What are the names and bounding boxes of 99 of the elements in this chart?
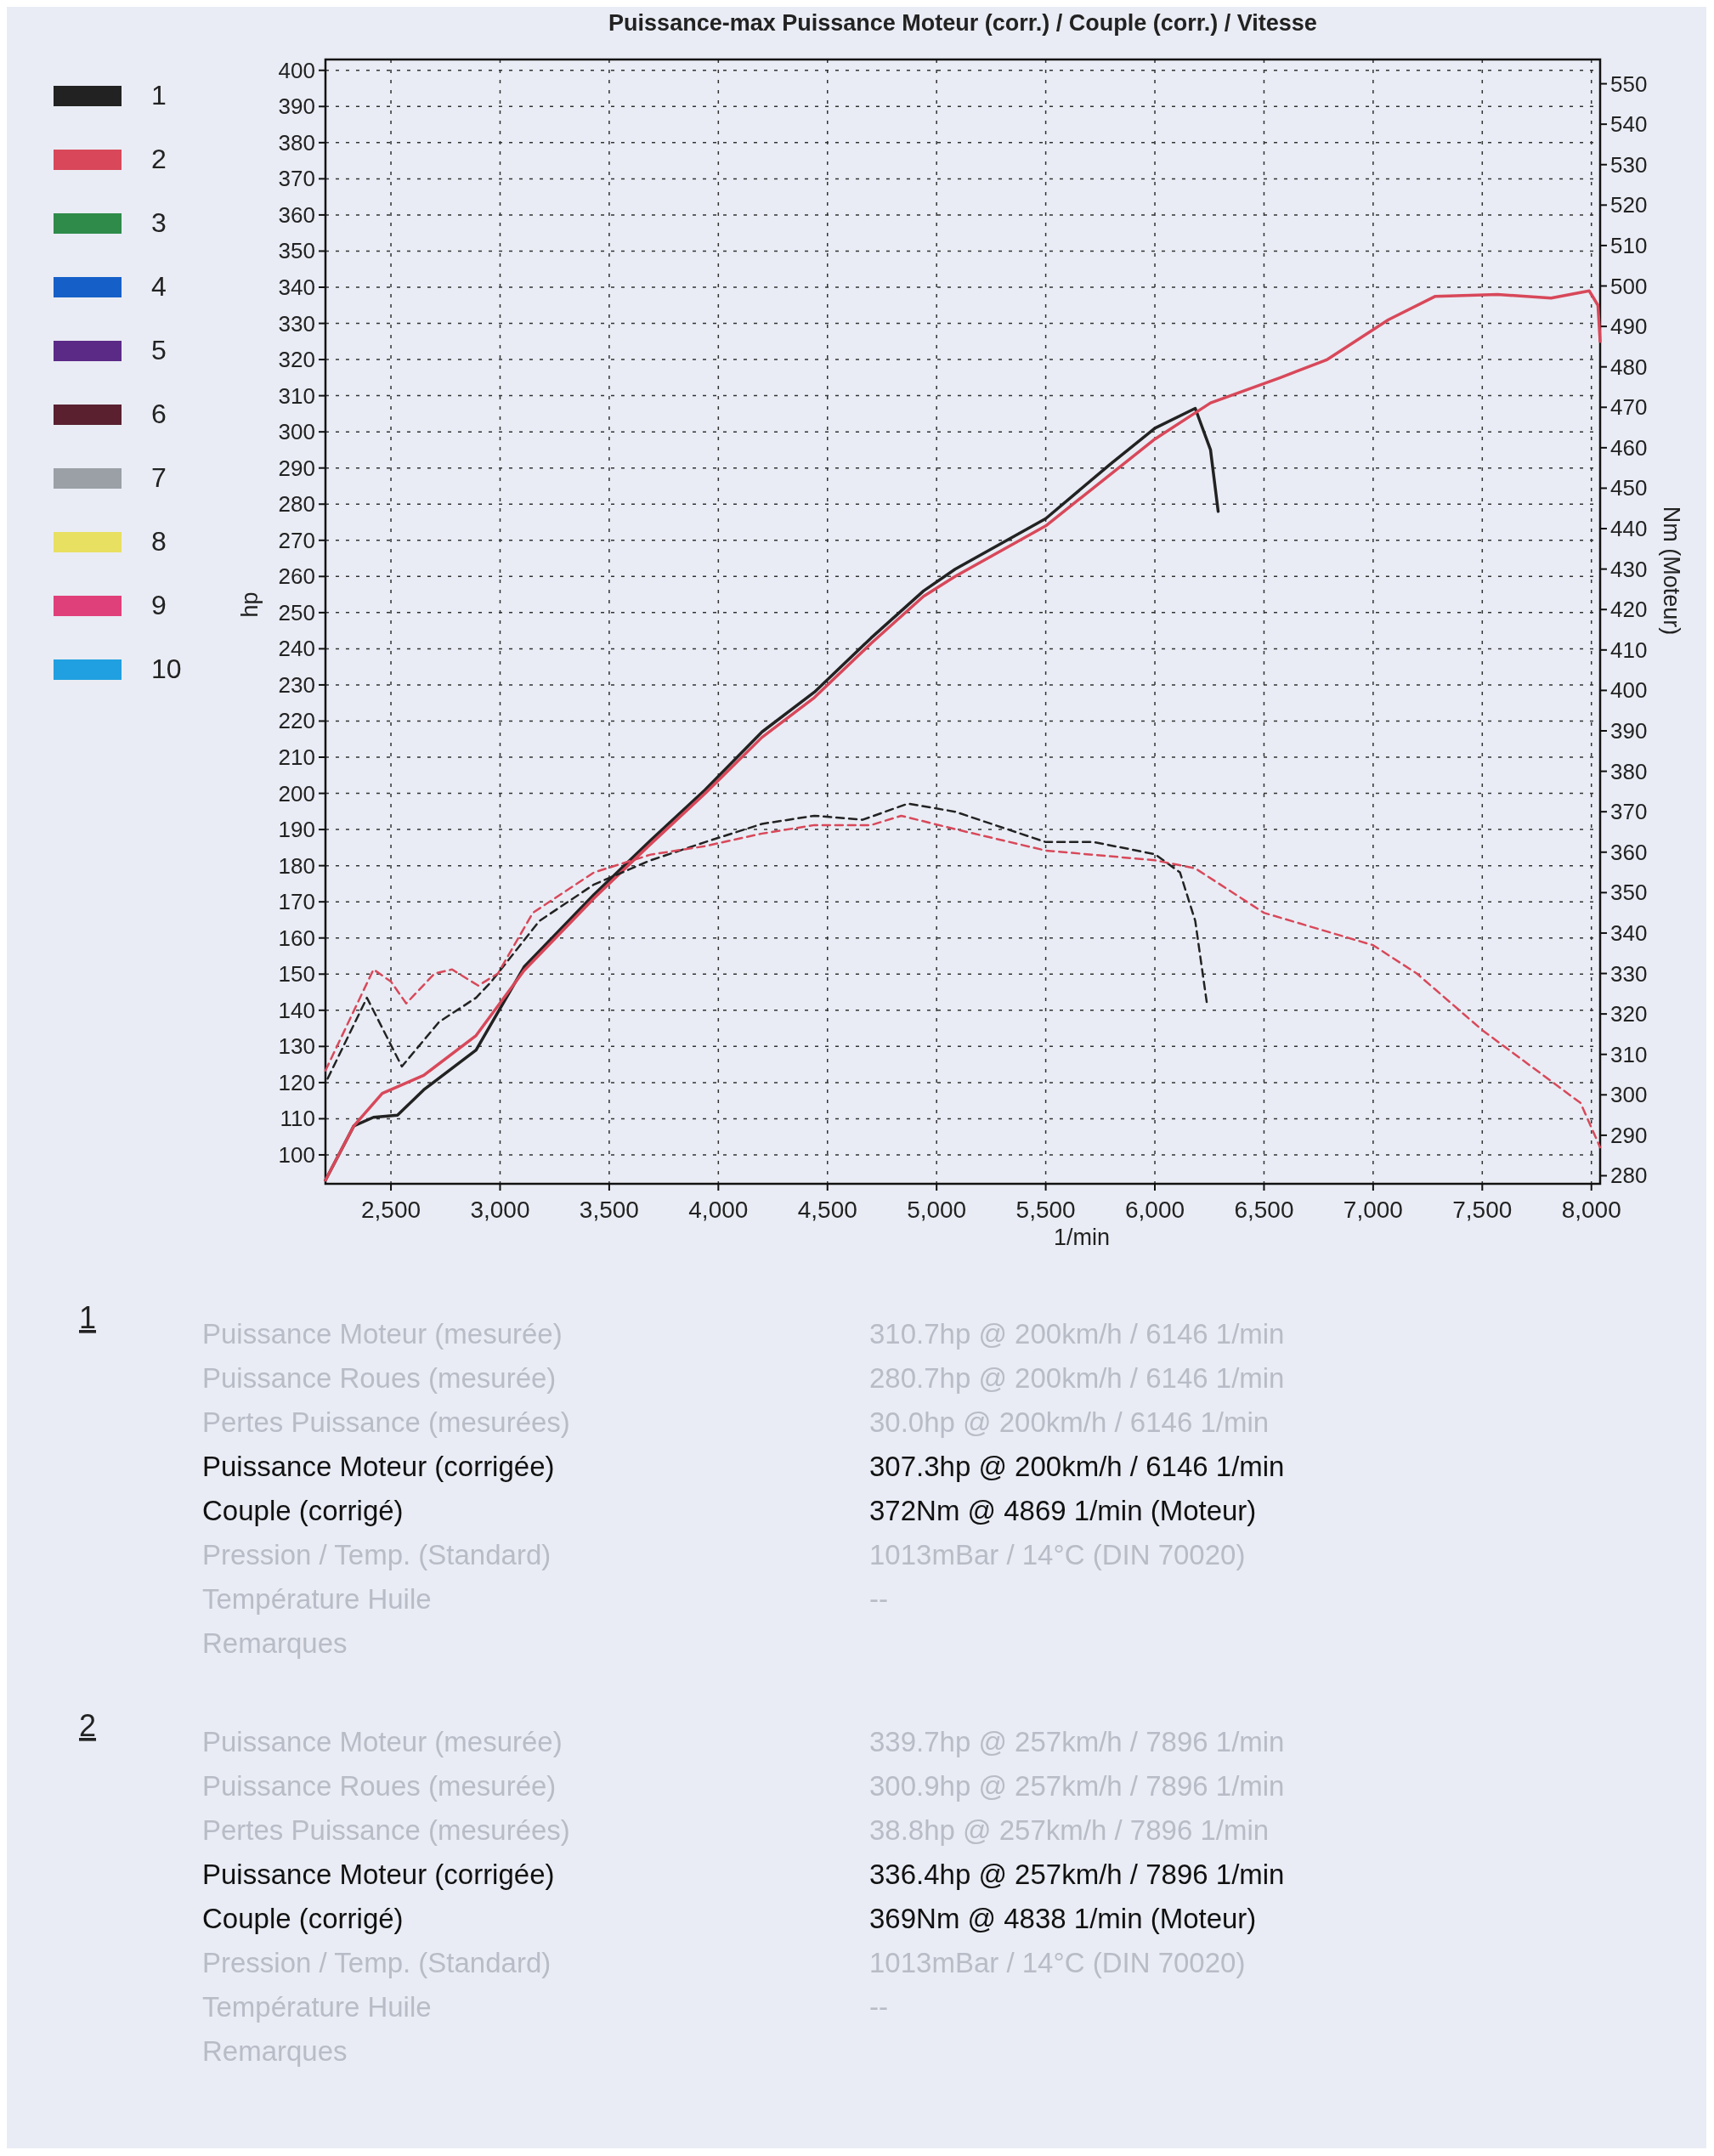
text: 2 bbox=[79, 1708, 97, 1743]
y2-tick-label: 510 bbox=[1610, 232, 1648, 258]
x-tick-label: 6,500 bbox=[1234, 1197, 1294, 1223]
text: 372Nm @ 4869 1/min (Moteur) bbox=[869, 1495, 1257, 1526]
y-tick-label: 400 bbox=[278, 57, 315, 83]
y2-axis-title: Nm (Moteur) bbox=[1659, 506, 1684, 636]
y2-tick-label: 380 bbox=[1610, 758, 1648, 784]
text: -- bbox=[869, 1991, 888, 2023]
y-tick-label: 120 bbox=[278, 1069, 315, 1095]
y2-tick-label: 480 bbox=[1610, 354, 1648, 380]
line-series bbox=[326, 802, 1208, 1080]
legend-label: 5 bbox=[151, 335, 167, 365]
y-axis-title: hp bbox=[237, 591, 263, 618]
y2-tick-label: 530 bbox=[1610, 151, 1648, 178]
y-tick-label: 250 bbox=[278, 599, 315, 625]
y-tick-label: 200 bbox=[278, 780, 315, 806]
y-tick-label: 130 bbox=[278, 1033, 315, 1060]
text: 1 bbox=[79, 1300, 97, 1335]
text: Couple (corrigé) bbox=[202, 1495, 404, 1526]
y2-tick-label: 350 bbox=[1610, 880, 1648, 906]
y2-tick-label: 410 bbox=[1610, 637, 1648, 663]
legend-label: 3 bbox=[151, 207, 167, 238]
y-tick-label: 180 bbox=[278, 852, 315, 879]
x-tick-label: 2,500 bbox=[361, 1197, 421, 1223]
legend-label: 2 bbox=[151, 144, 167, 174]
y2-tick-label: 300 bbox=[1610, 1082, 1648, 1108]
x-tick-label: 3,000 bbox=[470, 1197, 530, 1223]
x-tick-label: 4,000 bbox=[688, 1197, 749, 1223]
legend-label: 1 bbox=[151, 80, 167, 110]
y-tick-label: 300 bbox=[278, 419, 315, 445]
x-tick-label: 7,000 bbox=[1343, 1197, 1403, 1223]
x-tick-label: 5,500 bbox=[1015, 1197, 1076, 1223]
text: -- bbox=[869, 1583, 888, 1615]
y-tick-label: 350 bbox=[278, 238, 315, 264]
y-tick-label: 330 bbox=[278, 310, 315, 337]
x-tick-label: 8,000 bbox=[1561, 1197, 1621, 1223]
y2-tick-label: 420 bbox=[1610, 597, 1648, 623]
text: Puissance Moteur (corrigée) bbox=[202, 1451, 555, 1482]
y2-tick-label: 310 bbox=[1610, 1041, 1648, 1067]
chart-title: Puissance-max Puissance Moteur (corr.) / Couple (corr.) / Vitesse bbox=[608, 10, 1317, 36]
legend-label: 7 bbox=[151, 462, 167, 493]
x-tick-label: 4,500 bbox=[797, 1197, 857, 1223]
y2-tick-label: 460 bbox=[1610, 434, 1648, 461]
y2-tick-label: 370 bbox=[1610, 799, 1648, 825]
y2-tick-label: 440 bbox=[1610, 516, 1648, 542]
y-tick-label: 310 bbox=[278, 382, 315, 409]
y2-tick-label: 520 bbox=[1610, 192, 1648, 218]
y-tick-label: 270 bbox=[278, 527, 315, 553]
x-tick-label: 7,500 bbox=[1452, 1197, 1513, 1223]
x-tick-label: 5,000 bbox=[907, 1197, 967, 1223]
y-tick-label: 370 bbox=[278, 166, 315, 192]
y2-tick-label: 340 bbox=[1610, 920, 1648, 946]
y-tick-label: 390 bbox=[278, 93, 315, 120]
y-tick-label: 290 bbox=[278, 455, 315, 481]
x-tick-label: 6,000 bbox=[1124, 1197, 1185, 1223]
y-tick-label: 220 bbox=[278, 708, 315, 734]
y2-tick-label: 330 bbox=[1610, 960, 1648, 987]
y-tick-label: 210 bbox=[278, 744, 315, 771]
y2-tick-label: 550 bbox=[1610, 71, 1648, 97]
y2-tick-label: 450 bbox=[1610, 475, 1648, 501]
y2-tick-label: 360 bbox=[1610, 839, 1648, 865]
y-tick-label: 110 bbox=[280, 1106, 315, 1132]
y-tick-label: 100 bbox=[278, 1141, 315, 1168]
y2-tick-label: 430 bbox=[1610, 556, 1648, 582]
y2-tick-label: 490 bbox=[1610, 314, 1648, 340]
text: 307.3hp @ 200km/h / 6146 1/min bbox=[869, 1451, 1285, 1482]
y2-tick-label: 390 bbox=[1610, 717, 1648, 744]
y-tick-label: 280 bbox=[278, 491, 315, 518]
y-tick-label: 170 bbox=[278, 889, 315, 915]
text: 369Nm @ 4838 1/min (Moteur) bbox=[869, 1903, 1257, 1934]
line-series bbox=[324, 289, 1602, 1182]
y-tick-label: 260 bbox=[278, 563, 315, 590]
y-tick-label: 240 bbox=[278, 636, 315, 662]
y2-tick-label: 500 bbox=[1610, 273, 1648, 299]
text: Puissance Moteur (corrigée) bbox=[202, 1859, 555, 1890]
y2-tick-label: 540 bbox=[1610, 111, 1648, 138]
text: Couple (corrigé) bbox=[202, 1903, 404, 1934]
y-tick-label: 140 bbox=[278, 997, 315, 1023]
y-tick-label: 150 bbox=[278, 961, 315, 987]
y2-tick-label: 280 bbox=[1610, 1163, 1648, 1189]
legend-label: 4 bbox=[151, 271, 167, 302]
y2-tick-label: 400 bbox=[1610, 677, 1648, 704]
y-tick-label: 230 bbox=[278, 671, 315, 698]
x-axis-title: 1/min bbox=[1053, 1225, 1111, 1250]
legend-label: 10 bbox=[151, 654, 182, 684]
y2-tick-label: 320 bbox=[1610, 1001, 1648, 1027]
legend-label: 8 bbox=[151, 526, 167, 557]
legend-label: 6 bbox=[151, 399, 167, 429]
y-tick-label: 380 bbox=[278, 129, 315, 156]
legend-label: 9 bbox=[151, 590, 167, 620]
y-tick-label: 160 bbox=[278, 925, 315, 951]
y-tick-label: 190 bbox=[278, 817, 315, 843]
y-tick-label: 320 bbox=[278, 347, 315, 373]
y-tick-label: 360 bbox=[278, 201, 315, 228]
y2-tick-label: 470 bbox=[1610, 394, 1648, 421]
y-tick-label: 340 bbox=[278, 274, 315, 300]
text: 336.4hp @ 257km/h / 7896 1/min bbox=[869, 1859, 1285, 1890]
x-tick-label: 3,500 bbox=[579, 1197, 639, 1223]
y2-tick-label: 290 bbox=[1610, 1122, 1648, 1148]
